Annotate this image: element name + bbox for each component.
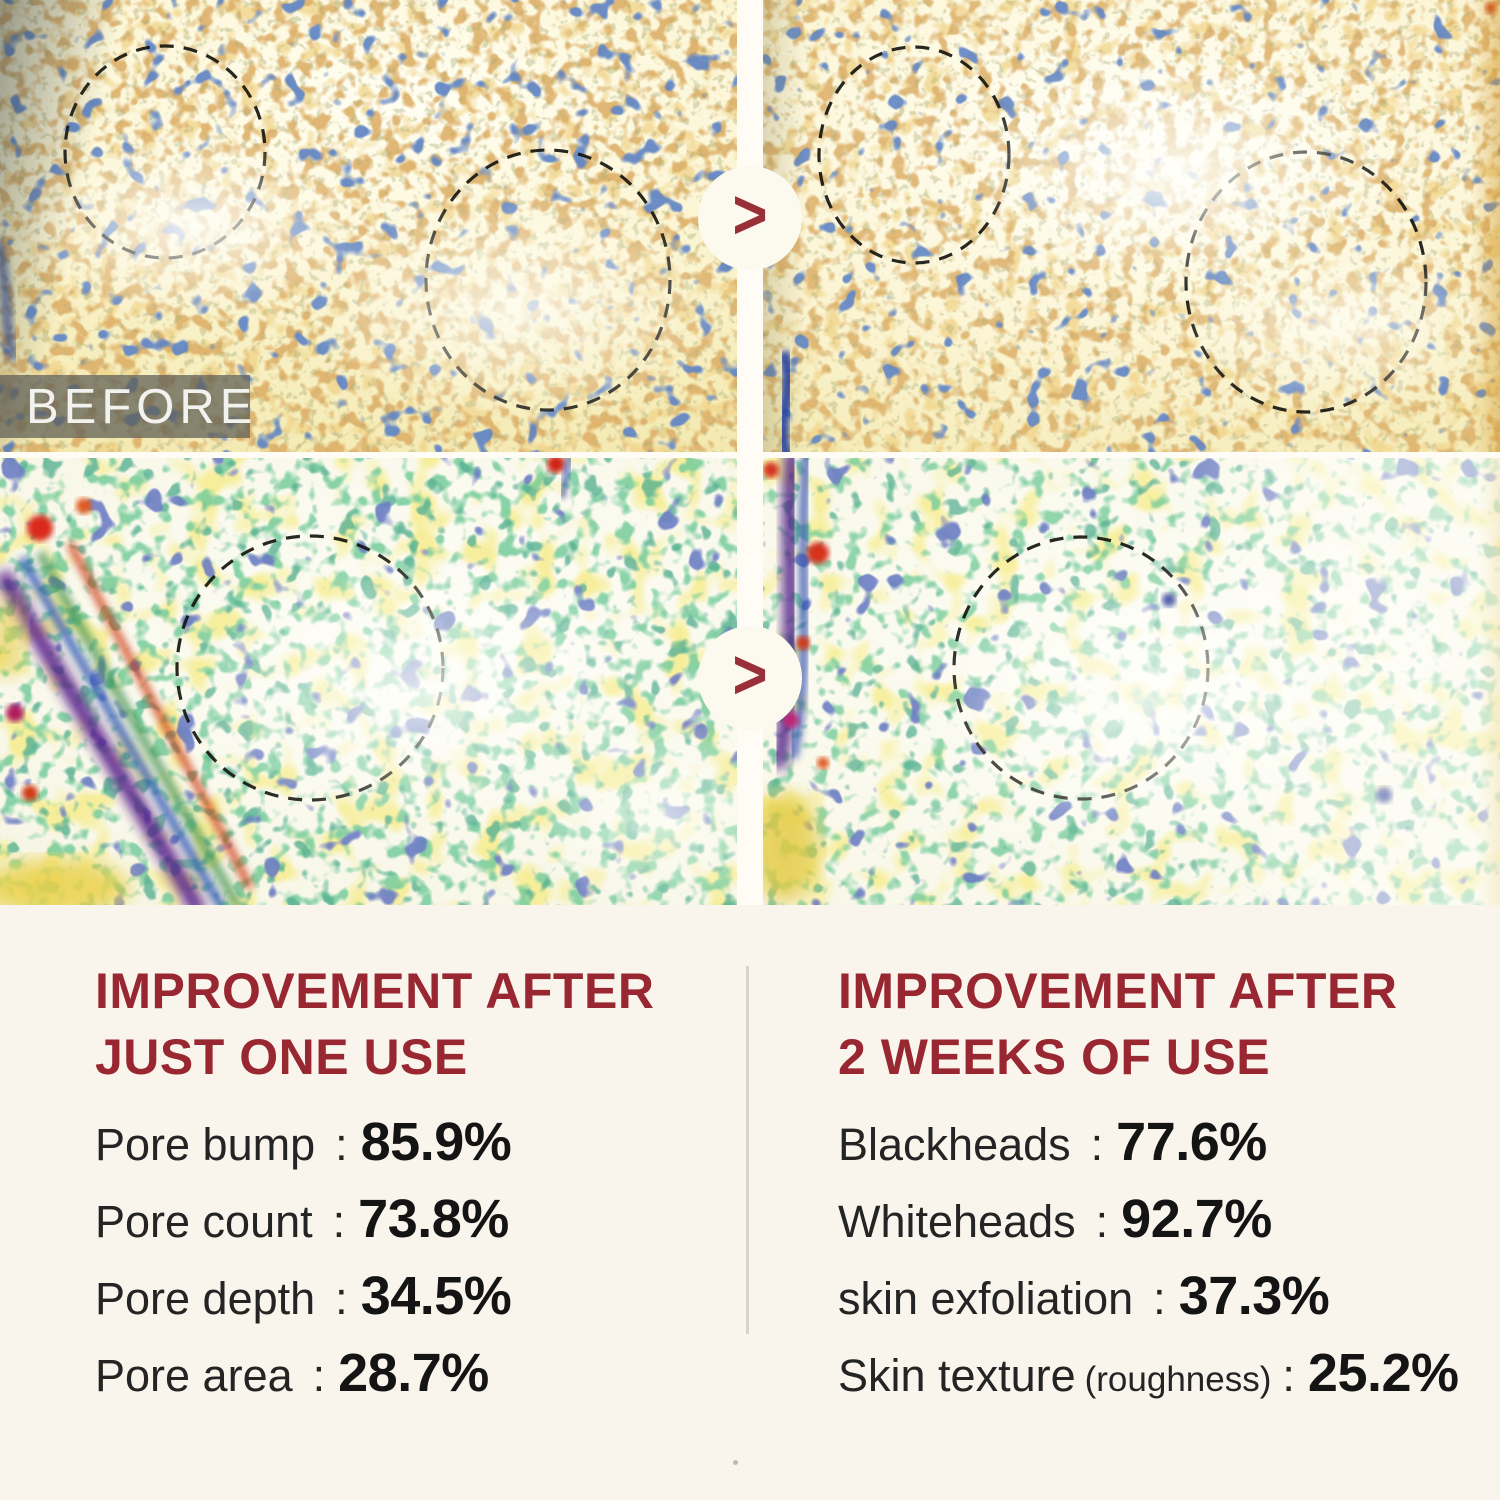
stat-value: 73.8% [358,1189,509,1249]
stat-label: Skin texture [838,1350,1076,1401]
stat-separator: : [332,1196,346,1247]
skin-blue-dot [1376,787,1392,803]
before-after-grid: BEFORE [0,0,1500,905]
skin-texture-row1-after [763,0,1500,452]
stat-separator: : [1090,1119,1104,1170]
column-divider [746,966,749,1334]
results-heading-one-use: IMPROVEMENT AFTER JUST ONE USE [95,958,705,1090]
stat-separator: : [312,1350,326,1401]
stat-note: (roughness) [1084,1360,1272,1399]
stat-value: 34.5% [360,1266,512,1326]
before-label: BEFORE [26,379,258,434]
chevron-right-icon: > [732,174,768,254]
chevron-right-icon: > [732,634,768,714]
stat-label: Whiteheads [838,1196,1076,1247]
stat-row: Whiteheads:92.7% [838,1191,1478,1249]
stat-label: skin exfoliation [838,1273,1134,1324]
skin-texture-row2-after [763,458,1500,905]
row1-before-photo: BEFORE [0,0,737,452]
stat-value: 37.3% [1178,1266,1330,1326]
stat-separator: : [1153,1273,1166,1324]
page-speck [733,1460,738,1465]
results-one-use: IMPROVEMENT AFTER JUST ONE USE Pore bump:… [95,958,705,1422]
stat-label: Pore bump [95,1119,316,1170]
heading-line: IMPROVEMENT AFTER [838,963,1398,1019]
stat-row: Pore count:73.8% [95,1191,705,1249]
stat-row: Pore depth:34.5% [95,1268,705,1326]
row-gap-strip [0,452,1500,458]
row1-after-photo: AFTER [763,0,1500,452]
skin-red-spot [1485,2,1497,14]
stat-row: Pore bump:85.9% [95,1114,705,1172]
heading-line: JUST ONE USE [95,1029,468,1085]
stat-row: skin exfoliation:37.3% [838,1268,1478,1326]
stat-label: Pore area [95,1350,293,1401]
results-panel: IMPROVEMENT AFTER JUST ONE USE Pore bump:… [0,905,1500,1500]
heading-line: IMPROVEMENT AFTER [95,963,655,1019]
heading-line: 2 WEEKS OF USE [838,1029,1271,1085]
stat-value: 28.7% [338,1343,489,1403]
before-badge-row1: BEFORE [0,375,252,438]
stat-value: 25.2% [1307,1343,1459,1403]
stat-label: Pore depth [95,1273,316,1324]
arrow-circle-row1: > [698,166,802,270]
stat-separator: : [1095,1196,1109,1247]
stat-row: Blackheads:77.6% [838,1114,1478,1172]
stat-label: Pore count [95,1196,313,1247]
stat-separator: : [1282,1350,1295,1401]
skin-red-spot [763,462,779,478]
row2-before-photo: BEFORE [0,458,737,905]
stat-label: Blackheads [838,1119,1071,1170]
skin-shadow-line [776,349,795,452]
row2-after-photo: AFTER [763,458,1500,905]
skin-blue-dot [1162,593,1176,607]
results-heading-two-weeks: IMPROVEMENT AFTER 2 WEEKS OF USE [838,958,1478,1090]
skin-texture-row2-before [0,458,737,905]
stat-value: 85.9% [360,1112,512,1172]
stat-separator: : [335,1119,348,1170]
results-two-weeks: IMPROVEMENT AFTER 2 WEEKS OF USE Blackhea… [838,958,1478,1422]
stat-row: Pore area:28.7% [95,1345,705,1403]
arrow-circle-row2: > [698,626,802,730]
stat-row: Skin texture (roughness):25.2% [838,1345,1478,1403]
stat-value: 92.7% [1121,1189,1272,1249]
stat-separator: : [335,1273,348,1324]
stat-value: 77.6% [1116,1112,1267,1172]
